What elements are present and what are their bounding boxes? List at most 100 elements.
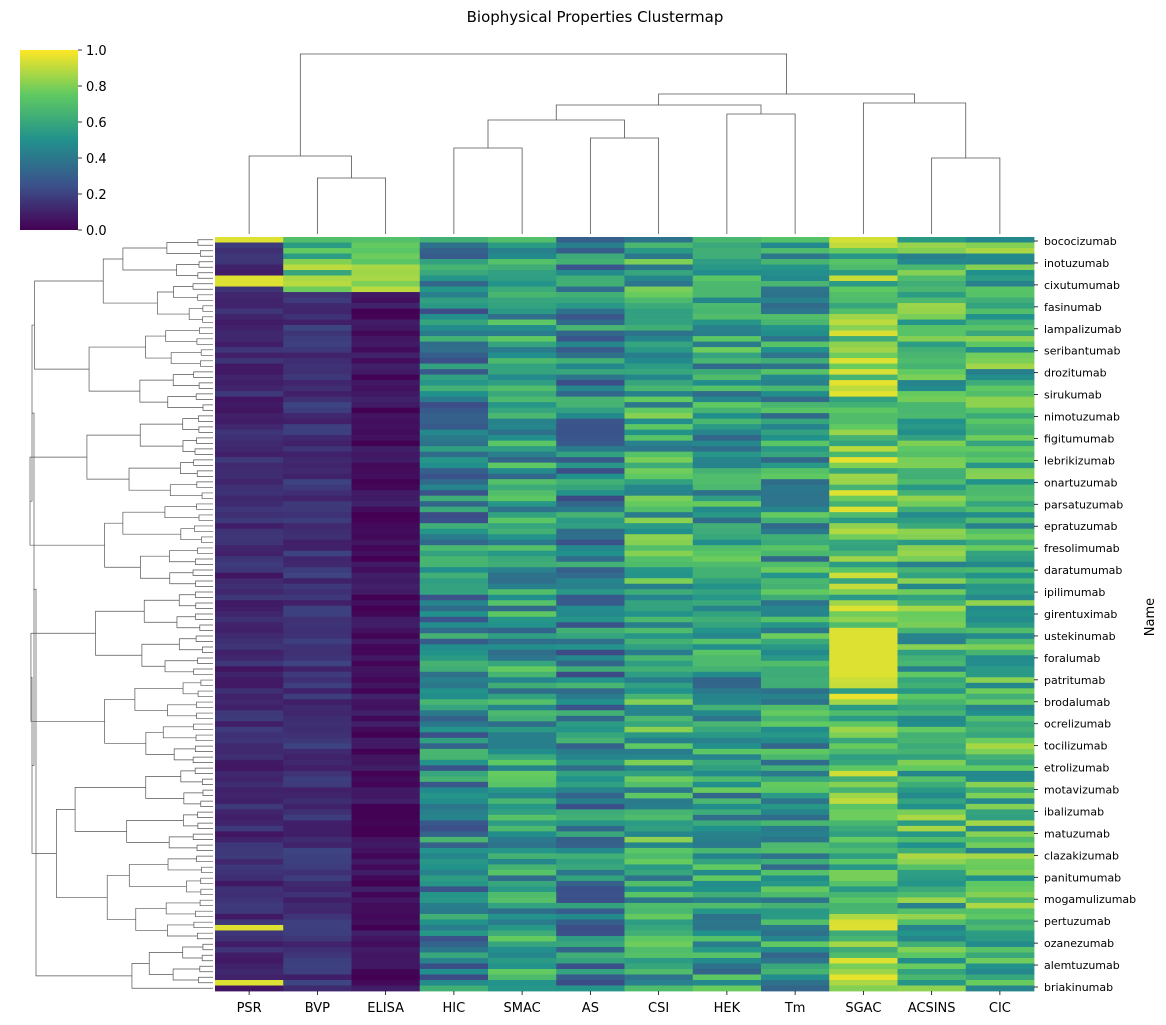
heatmap-cell <box>965 902 1035 909</box>
heatmap-cell <box>692 787 762 794</box>
heatmap-cell <box>283 429 352 436</box>
heatmap-cell <box>419 842 489 849</box>
row-dendrogram-link <box>200 877 213 885</box>
heatmap-cell <box>897 380 967 386</box>
heatmap-cell <box>965 242 1035 249</box>
heatmap-cell <box>351 682 421 689</box>
row-tick-label: sirukumab <box>1044 389 1102 402</box>
heatmap-cell <box>829 589 898 596</box>
heatmap-cell <box>556 330 625 337</box>
heatmap-cell <box>488 765 557 772</box>
heatmap-cell <box>897 495 967 502</box>
heatmap-cell <box>488 523 557 530</box>
heatmap-cell <box>965 556 1035 563</box>
heatmap-cell <box>556 490 625 497</box>
heatmap-cell <box>897 314 967 320</box>
heatmap-cell <box>556 550 625 557</box>
heatmap-cell <box>624 385 694 392</box>
heatmap-cell <box>215 886 284 893</box>
row-dendrogram-link <box>198 514 213 521</box>
heatmap-cell <box>283 781 352 788</box>
heatmap-cell <box>215 435 284 442</box>
row-dendrogram-link <box>193 459 213 466</box>
row-dendrogram-link <box>180 770 203 783</box>
heatmap-cell <box>488 677 557 684</box>
heatmap-cell <box>351 457 421 464</box>
heatmap-cell <box>488 314 557 320</box>
heatmap-cell <box>897 842 967 849</box>
heatmap-cell <box>829 336 898 342</box>
heatmap-cell <box>965 820 1035 827</box>
heatmap-cell <box>692 336 762 342</box>
heatmap-cell <box>351 363 421 370</box>
heatmap-cell <box>897 941 967 948</box>
heatmap-cell <box>556 286 625 293</box>
heatmap-cell <box>488 556 557 563</box>
heatmap-cell <box>215 979 284 986</box>
heatmap-cell <box>897 264 967 271</box>
heatmap-cell <box>488 913 557 920</box>
heatmap-cell <box>965 567 1035 574</box>
heatmap-cell <box>419 803 489 810</box>
heatmap-cell <box>488 710 557 717</box>
heatmap-cell <box>351 638 421 645</box>
heatmap-cell <box>829 748 898 755</box>
heatmap-cell <box>692 677 762 684</box>
heatmap-cell <box>897 523 967 530</box>
heatmap-cell <box>897 952 967 959</box>
heatmap-cell <box>965 979 1035 986</box>
heatmap-cell <box>283 963 352 970</box>
heatmap-cell <box>761 869 830 876</box>
heatmap-cell <box>351 820 421 827</box>
heatmap-cell <box>419 413 489 420</box>
heatmap-cell <box>965 435 1035 442</box>
heatmap-cell <box>692 974 762 981</box>
heatmap-cell <box>965 682 1035 689</box>
heatmap-cell <box>419 583 489 590</box>
heatmap-cell <box>283 891 352 898</box>
heatmap-cell <box>351 710 421 717</box>
heatmap-cell <box>897 633 967 640</box>
heatmap-cell <box>283 600 352 607</box>
heatmap-cell <box>829 578 898 585</box>
heatmap-cell <box>215 264 284 271</box>
heatmap-cell <box>897 242 967 249</box>
heatmap-cell <box>556 814 625 821</box>
heatmap-cell <box>897 248 967 254</box>
heatmap-cell <box>283 358 352 364</box>
heatmap-cell <box>351 413 421 420</box>
heatmap-cell <box>488 743 557 750</box>
heatmap-cell <box>419 556 489 563</box>
heatmap-cell <box>829 528 898 535</box>
heatmap-cell <box>761 831 830 838</box>
heatmap-cell <box>897 517 967 524</box>
heatmap-cell <box>283 748 352 755</box>
row-dendrogram-link <box>140 555 170 579</box>
heatmap-cell <box>692 270 762 276</box>
heatmap-grid <box>215 237 1035 992</box>
heatmap-cell <box>556 776 625 783</box>
heatmap-cell <box>897 479 967 486</box>
heatmap-cell <box>283 314 352 320</box>
heatmap-cell <box>761 704 830 711</box>
heatmap-cell <box>692 952 762 959</box>
heatmap-cell <box>624 765 694 772</box>
heatmap-cell <box>624 374 694 381</box>
heatmap-cell <box>692 715 762 722</box>
heatmap-cell <box>283 726 352 733</box>
heatmap-cell <box>965 869 1035 876</box>
heatmap-cell <box>829 677 898 684</box>
heatmap-cell <box>283 880 352 887</box>
heatmap-cell <box>897 490 967 497</box>
heatmap-cell <box>215 985 284 992</box>
heatmap-cell <box>488 259 557 265</box>
heatmap-cell <box>965 737 1035 744</box>
column-dendrogram-link <box>248 155 352 234</box>
heatmap-cell <box>829 743 898 750</box>
heatmap-cell <box>488 902 557 909</box>
heatmap-cell <box>829 572 898 579</box>
heatmap-cell <box>965 930 1035 937</box>
heatmap-cell <box>419 363 489 370</box>
heatmap-cell <box>829 869 898 876</box>
heatmap-cell <box>351 897 421 904</box>
